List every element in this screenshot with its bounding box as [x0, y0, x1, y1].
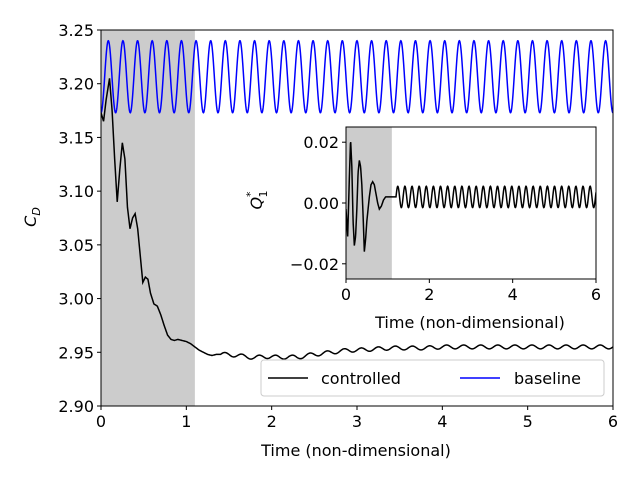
inset-x-ticks: 0 2 4 6 — [341, 279, 601, 304]
main-y-tick-label: 2.90 — [58, 397, 94, 416]
inset-y-tick-label: 0.02 — [303, 133, 339, 152]
controlled-series-line — [101, 78, 613, 360]
main-y-tick-label: 3.10 — [58, 182, 94, 201]
inset-x-tick-label: 6 — [591, 285, 601, 304]
inset-q1-series-line — [346, 142, 596, 252]
baseline-series-line — [101, 39, 613, 114]
inset-y-ticks: −0.02 0.00 0.02 — [290, 133, 346, 274]
main-x-axis-label: Time (non-dimensional) — [260, 441, 451, 460]
main-y-tick-label: 2.95 — [58, 343, 94, 362]
inset-y-axis-label-sub: 1 — [257, 190, 270, 197]
main-y-ticks: 2.90 2.95 3.00 3.05 3.10 3.15 3.20 3.25 — [58, 21, 101, 416]
inset-y-axis-label-sup: * — [244, 191, 257, 197]
main-y-tick-label: 3.00 — [58, 290, 94, 309]
inset-x-tick-label: 4 — [508, 285, 518, 304]
inset-y-axis-label: Q*1 — [244, 190, 270, 209]
inset-x-tick-label: 2 — [424, 285, 434, 304]
main-y-tick-label: 3.15 — [58, 128, 94, 147]
inset-y-tick-label: 0.00 — [303, 194, 339, 213]
main-x-tick-label: 2 — [267, 412, 277, 431]
inset-x-axis-label: Time (non-dimensional) — [374, 313, 565, 332]
inset-y-tick-label: −0.02 — [290, 255, 339, 274]
main-x-tick-label: 6 — [608, 412, 618, 431]
legend-box — [260, 359, 605, 397]
main-x-tick-label: 0 — [96, 412, 106, 431]
main-y-axis-label-sub: D — [30, 207, 43, 215]
main-x-tick-label: 1 — [181, 412, 191, 431]
main-y-tick-label: 3.20 — [58, 75, 94, 94]
main-y-axis-label-base: C — [21, 215, 40, 227]
legend: controlled baseline — [260, 359, 605, 397]
main-x-tick-label: 3 — [352, 412, 362, 431]
main-x-ticks: 0 1 2 3 4 5 6 — [96, 406, 618, 431]
main-y-axis-label: CD — [21, 207, 43, 227]
main-x-tick-label: 4 — [437, 412, 447, 431]
inset-x-tick-label: 0 — [341, 285, 351, 304]
legend-controlled-label: controlled — [321, 369, 401, 388]
main-x-tick-label: 5 — [523, 412, 533, 431]
legend-baseline-label: baseline — [514, 369, 581, 388]
inset-y-axis-label-base: Q — [247, 197, 266, 210]
main-axes: 0 1 2 3 4 5 6 2.90 2.95 3.00 3.05 3.10 3.15 3.20 3.25… — [21, 21, 618, 460]
main-y-tick-label: 3.05 — [58, 236, 94, 255]
inset-axes: 0 2 4 6 −0.02 0.00 0.02 Time (non-dimensional… — [244, 126, 601, 332]
main-y-tick-label: 3.25 — [58, 21, 94, 40]
